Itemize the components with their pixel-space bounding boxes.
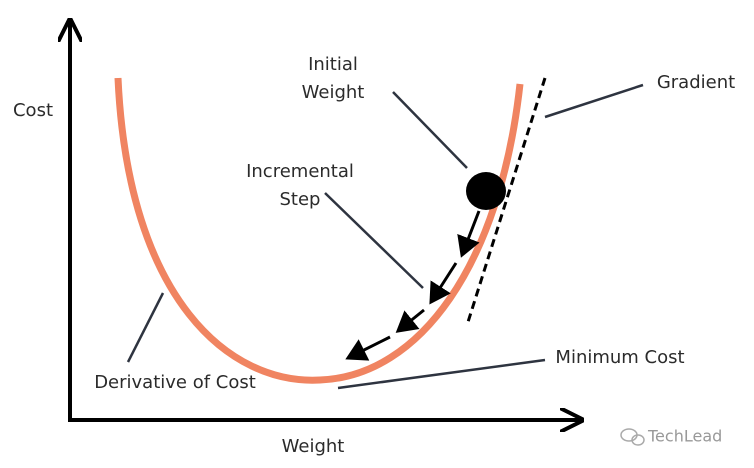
leader-line xyxy=(324,192,424,289)
annotation: Minimum Cost xyxy=(555,347,684,368)
leader-line xyxy=(337,358,546,390)
cost-curve xyxy=(114,77,524,384)
step-arrow xyxy=(429,262,458,305)
leader-line xyxy=(392,91,468,169)
initial-weight-point xyxy=(466,172,506,210)
y-axis-label: Cost xyxy=(13,100,53,121)
leader-line xyxy=(126,292,165,363)
x-axis-label: Weight xyxy=(282,436,345,457)
annotation: Derivative of Cost xyxy=(94,372,256,393)
step-arrow xyxy=(395,308,425,333)
leader-line xyxy=(544,83,644,119)
step-arrow xyxy=(345,335,391,361)
step-arrow xyxy=(457,210,481,258)
watermark-icon xyxy=(620,428,645,446)
annotation: Gradient xyxy=(657,72,735,93)
annotation: Weight xyxy=(302,82,365,103)
watermark: TechLead xyxy=(647,427,722,446)
annotation: Step xyxy=(280,189,321,210)
annotation: Incremental xyxy=(246,161,354,182)
gradient-tangent xyxy=(466,77,547,323)
annotation: Initial xyxy=(308,54,358,75)
